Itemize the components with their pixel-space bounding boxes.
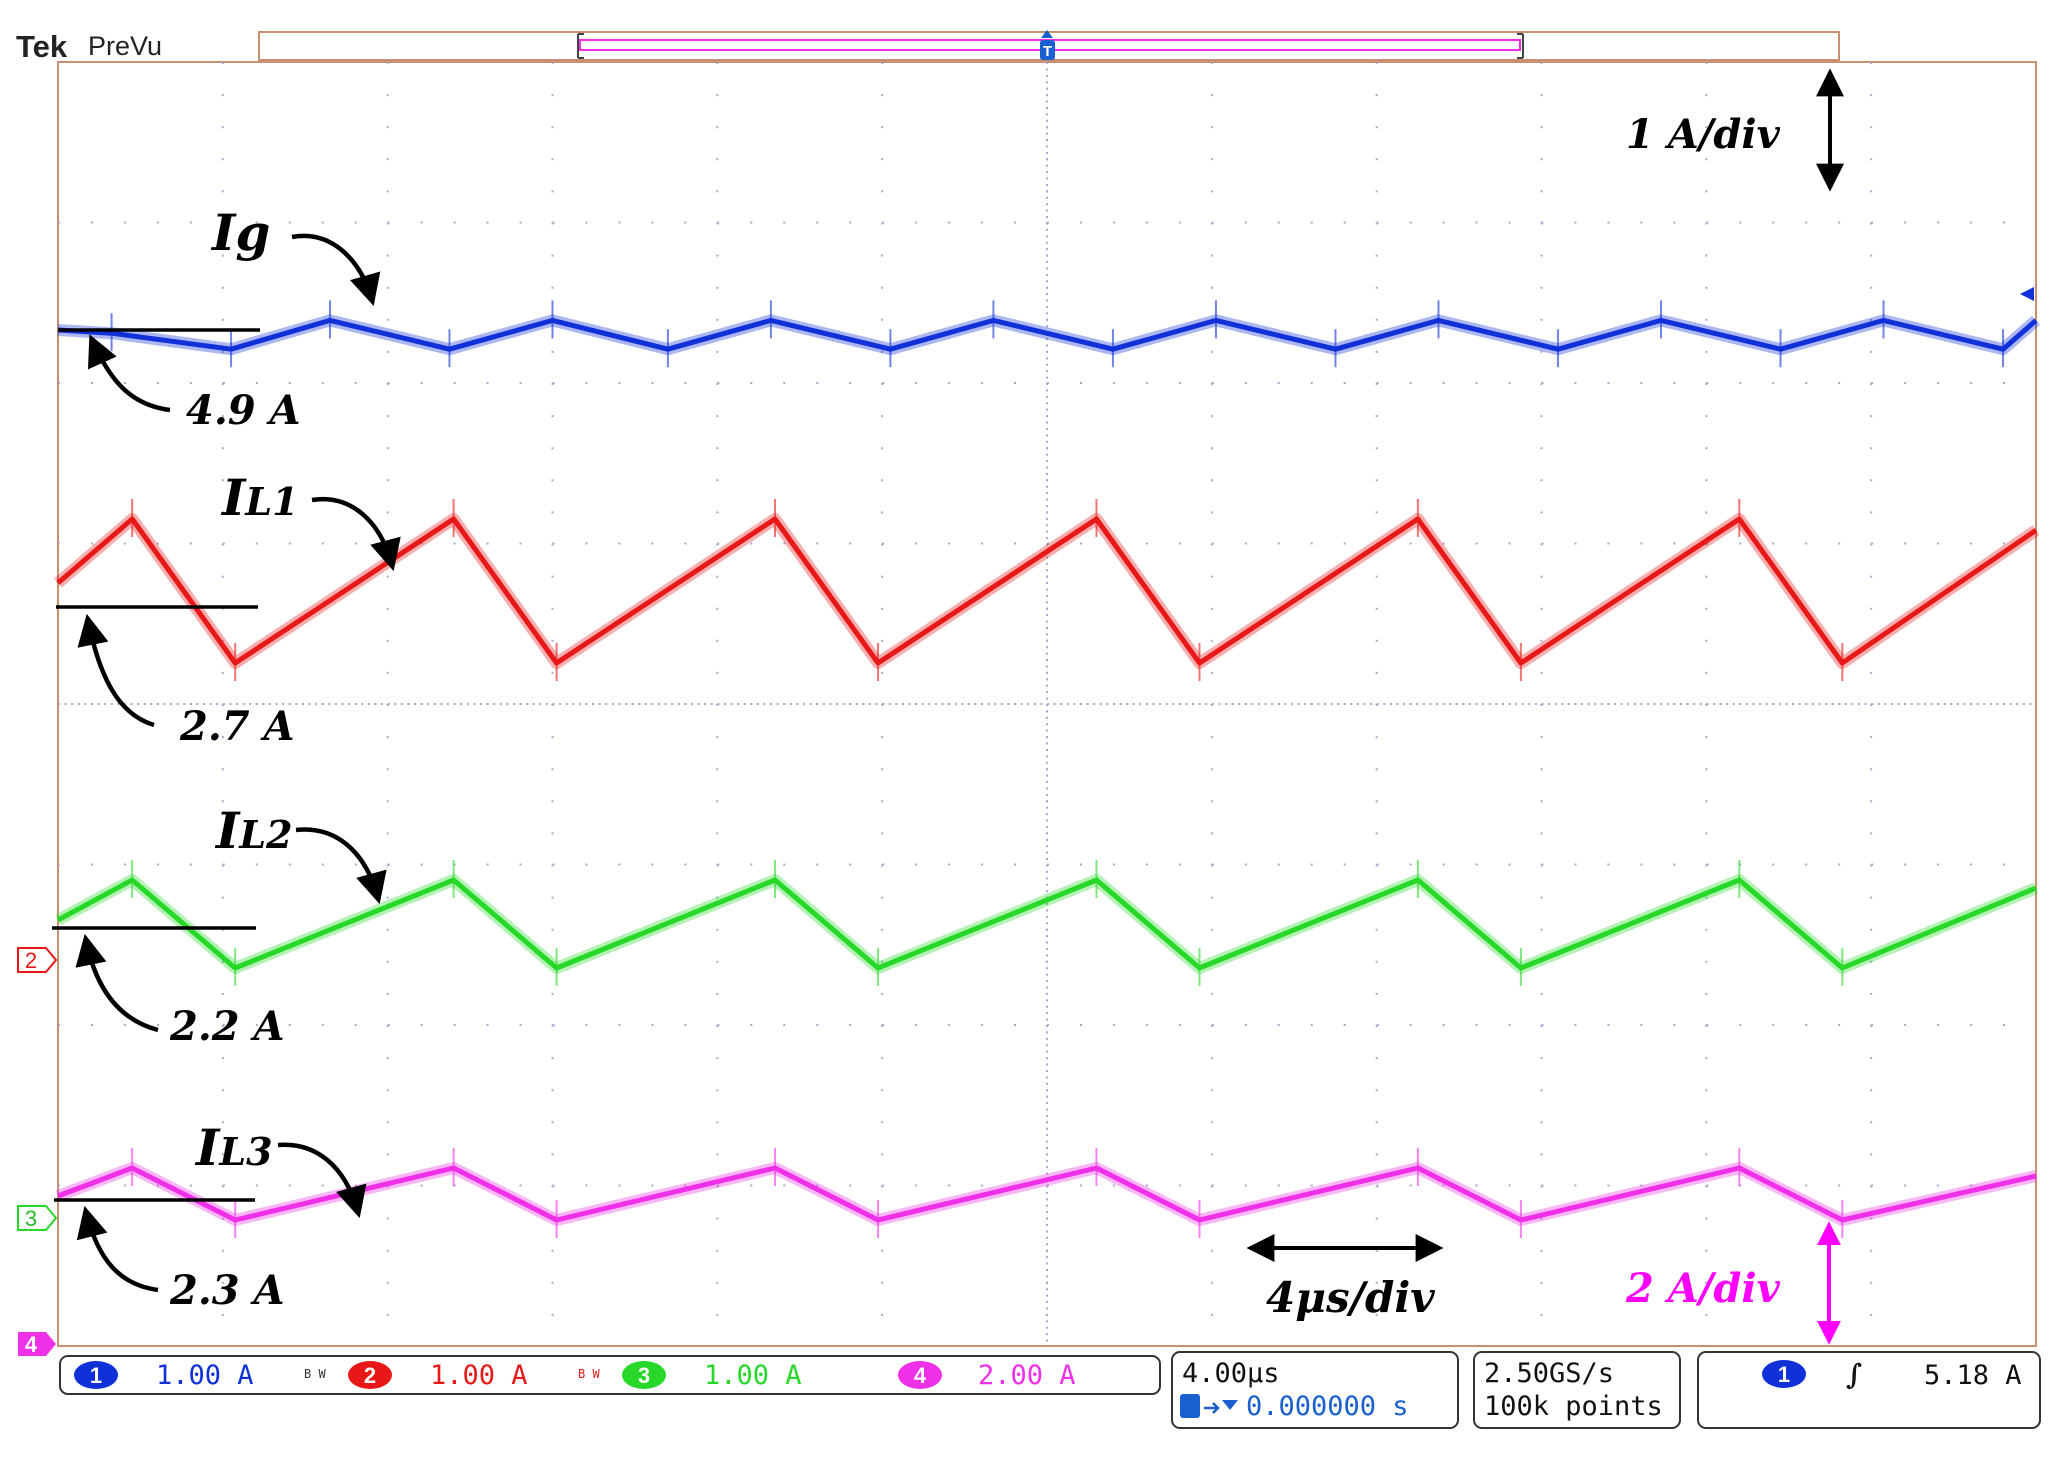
ch3-marker[interactable]: 3: [17, 1205, 58, 1231]
ig-reference-value: 4.9 A: [186, 387, 301, 434]
svg-text:B W: B W: [304, 1367, 326, 1381]
trace-1-line: [57, 317, 2038, 352]
reference-arrows: [75, 334, 171, 1293]
svg-text:2.00 A: 2.00 A: [978, 1360, 1076, 1391]
svg-text:1 A/div: 1 A/div: [1626, 111, 1781, 158]
svg-text:4: 4: [25, 1332, 38, 1357]
trigger-slope-icon: ∫: [1846, 1358, 1862, 1391]
waveforms: [54, 300, 2040, 1238]
il1-reference-value: 2.7 A: [179, 703, 295, 750]
ch4-readout[interactable]: 4 2.00 A: [898, 1360, 1076, 1391]
trace-label-ig: Ig: [210, 203, 270, 262]
channel-readout-panel[interactable]: 1 1.00 A B W 2 1.00 A B W 3 1.00 A 4 2.0…: [59, 1355, 1161, 1395]
graticule: [58, 62, 2036, 1346]
svg-text:4: 4: [914, 1363, 927, 1388]
time-scale: 4μs/div: [1246, 1234, 1444, 1322]
trace-label-il1: IL1: [220, 468, 299, 527]
svg-text:3: 3: [638, 1363, 650, 1388]
svg-text:3: 3: [25, 1206, 37, 1231]
mode-label: PreVu: [88, 31, 162, 61]
ch4-marker[interactable]: 4: [18, 1332, 56, 1357]
svg-text:2: 2: [25, 948, 37, 973]
sample-rate-value: 2.50GS/s: [1484, 1358, 1614, 1389]
acquisition-readout-panel[interactable]: 2.50GS/s 100k points: [1473, 1351, 1681, 1429]
vertical-scale-bottom: 2 A/div: [1625, 1221, 1841, 1345]
svg-text:1.00 A: 1.00 A: [430, 1360, 528, 1391]
horizontal-position-value: 0.000000 s: [1246, 1391, 1409, 1422]
il3-reference-value: 2.3 A: [169, 1267, 285, 1314]
trigger-level-value: 5.18 A: [1924, 1360, 2022, 1391]
ch1-readout[interactable]: 1 1.00 A B W: [74, 1360, 326, 1391]
vertical-scale-top: 1 A/div: [1626, 68, 1844, 192]
svg-text:1: 1: [1778, 1362, 1790, 1387]
trace-3-line: [56, 877, 2037, 971]
il2-reference-value: 2.2 A: [169, 1003, 285, 1050]
svg-text:B W: B W: [578, 1367, 600, 1381]
trace-label-il3: IL3: [194, 1118, 273, 1177]
record-length-value: 100k points: [1484, 1391, 1663, 1422]
svg-text:1.00 A: 1.00 A: [156, 1360, 254, 1391]
trace-label-il2: IL2: [214, 801, 293, 860]
svg-text:T: T: [1043, 43, 1052, 60]
svg-text:2: 2: [364, 1363, 376, 1388]
trigger-source-badge: [1762, 1360, 1806, 1388]
brand-label: Tek: [16, 29, 68, 64]
label-arrows: [277, 233, 401, 1219]
ch2-readout[interactable]: 2 1.00 A B W: [348, 1360, 600, 1391]
trigger-position-icon: [1180, 1394, 1200, 1418]
horizontal-readout-panel[interactable]: 4.00μs 0.000000 s: [1171, 1351, 1459, 1429]
svg-text:4μs/div: 4μs/div: [1266, 1273, 1435, 1322]
trigger-readout-panel[interactable]: 1 ∫ 5.18 A: [1697, 1351, 2041, 1429]
svg-text:2 A/div: 2 A/div: [1625, 1265, 1781, 1312]
ch2-marker[interactable]: 2: [17, 947, 58, 973]
svg-text:1.00 A: 1.00 A: [704, 1360, 802, 1391]
ch1-offset-marker: [2020, 287, 2034, 301]
svg-text:1: 1: [90, 1363, 102, 1388]
ch3-readout[interactable]: 3 1.00 A: [622, 1360, 802, 1391]
trace-2-line: [56, 516, 2038, 666]
trace-4-line: [57, 1165, 2037, 1223]
timebase-value: 4.00μs: [1182, 1358, 1280, 1389]
